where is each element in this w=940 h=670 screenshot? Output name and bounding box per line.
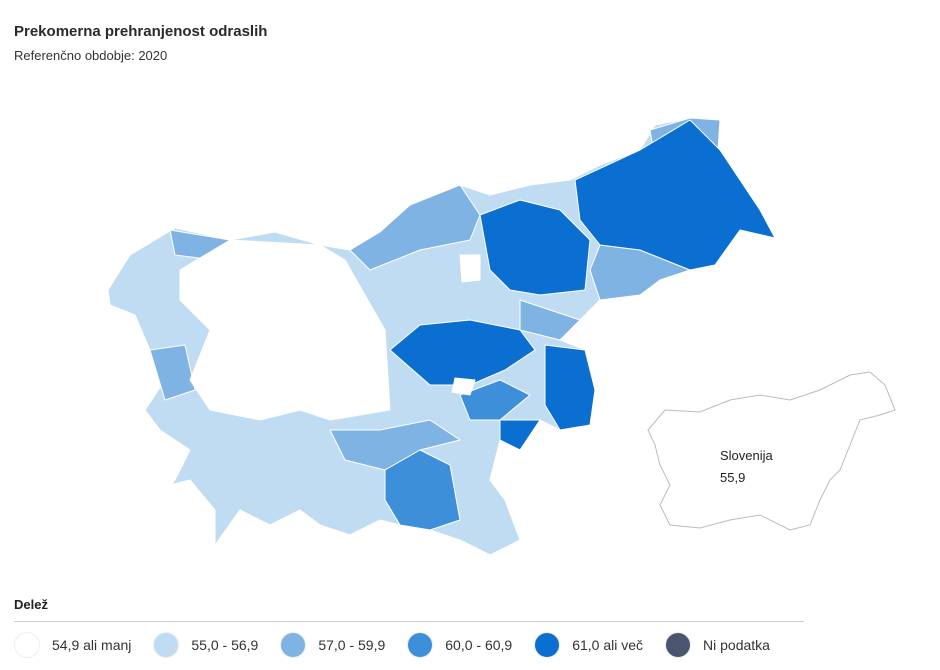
legend-swatch [153, 632, 180, 658]
legend-divider [14, 621, 804, 622]
region-center-white[interactable] [179, 239, 391, 421]
inset-region-value: 55,9 [720, 470, 746, 485]
region-small-white-2[interactable] [459, 254, 481, 283]
region-small-white-1[interactable] [451, 377, 476, 396]
legend-swatch [665, 632, 692, 658]
region-south-east-dark[interactable] [499, 419, 541, 451]
legend: 54,9 ali manj 55,0 - 56,9 57,0 - 59,9 60… [14, 632, 792, 658]
inset-region-name: Slovenija [720, 448, 773, 463]
legend-swatch [407, 632, 434, 658]
legend-item[interactable]: 57,0 - 59,9 [280, 632, 385, 658]
legend-label: 55,0 - 56,9 [191, 637, 259, 653]
legend-swatch [14, 632, 40, 658]
legend-label: 54,9 ali manj [52, 637, 132, 653]
legend-label: Ni podatka [703, 637, 770, 653]
legend-item[interactable]: 61,0 ali več [534, 632, 643, 658]
legend-title: Delež [14, 597, 48, 612]
region-center-east-dark[interactable] [389, 319, 536, 386]
map-subtitle: Referenčno obdobje: 2020 [14, 48, 168, 63]
legend-label: 61,0 ali več [572, 637, 644, 653]
slovenia-inset-shape[interactable] [647, 371, 896, 531]
legend-item[interactable]: Ni podatka [665, 632, 770, 658]
legend-item[interactable]: 54,9 ali manj [14, 632, 131, 658]
legend-swatch [280, 632, 307, 658]
legend-label: 60,0 - 60,9 [445, 637, 513, 653]
region-ne-dark[interactable] [574, 119, 776, 271]
region-west[interactable] [149, 344, 196, 401]
legend-item[interactable]: 60,0 - 60,9 [407, 632, 512, 658]
region-se-dark[interactable] [544, 344, 596, 431]
region-east[interactable] [519, 299, 581, 341]
map-title: Prekomerna prehranjenost odraslih [14, 23, 268, 40]
region-center-south[interactable] [329, 419, 461, 471]
legend-item[interactable]: 55,0 - 56,9 [153, 632, 258, 658]
region-sw-white[interactable] [144, 479, 216, 546]
region-mid-blue[interactable] [459, 379, 531, 421]
region-south-mid[interactable] [384, 449, 461, 531]
region-maribor-dark[interactable] [479, 199, 591, 296]
legend-swatch [534, 632, 561, 658]
legend-label: 57,0 - 59,9 [318, 637, 386, 653]
